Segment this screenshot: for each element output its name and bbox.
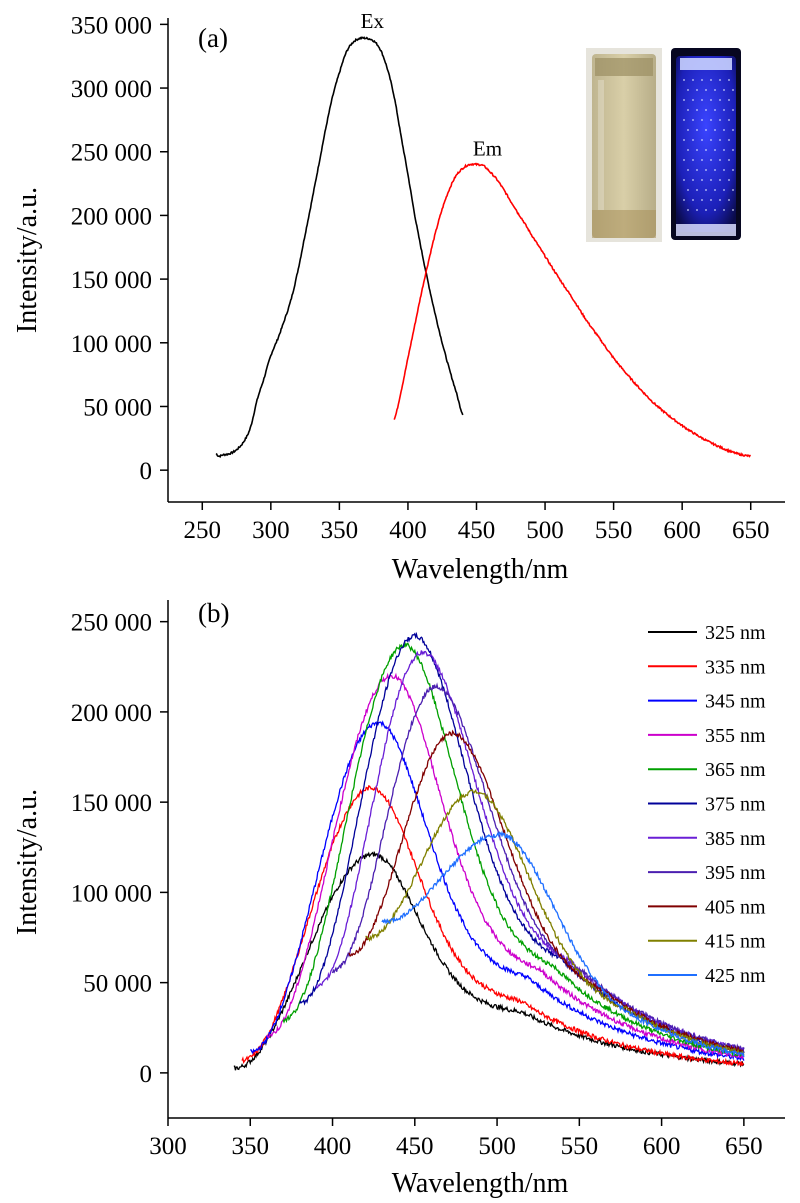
legend-label: 405 nm (705, 896, 766, 918)
panel-a-x-axis-title: Wavelength/nm (392, 554, 569, 585)
legend-label: 345 nm (705, 691, 766, 713)
legend-label: 355 nm (705, 725, 766, 747)
series-line-345-nm (250, 720, 745, 1062)
panel-b-label: (b) (198, 598, 229, 628)
series-line-375-nm (299, 631, 745, 1054)
a-x-tick-label: 400 (389, 517, 427, 544)
legend-label: 325 nm (705, 622, 766, 644)
a-x-tick-label: 250 (184, 517, 222, 544)
a-x-tick-label: 650 (732, 517, 770, 544)
a-y-tick-label: 250 000 (71, 140, 152, 167)
a-y-tick-label: 200 000 (71, 203, 152, 230)
panel-b: 300 350 400 450 500 550 600 650 0 50 000 100 000 1… (12, 598, 785, 1199)
panel-b-x-ticks: 300 350 400 450 500 550 600 650 (149, 1118, 763, 1160)
uv-cuvette-photo (668, 46, 744, 242)
b-y-tick-label: 200 000 (71, 700, 152, 727)
series-line-425-nm (381, 830, 745, 1058)
b-x-tick-label: 400 (314, 1133, 352, 1160)
a-x-tick-label: 500 (526, 517, 564, 544)
panel-a-x-ticks: 250 300 350 400 450 500 550 600 650 (184, 502, 770, 544)
b-y-tick-label: 250 000 (71, 610, 152, 637)
b-y-tick-label: 100 000 (71, 880, 152, 907)
annotation-ex: Ex (361, 9, 385, 33)
a-y-tick-label: 100 000 (71, 331, 152, 358)
b-x-tick-label: 550 (561, 1133, 599, 1160)
series-line-355-nm (266, 672, 745, 1060)
panel-b-y-axis-title: Intensity/a.u. (12, 789, 43, 935)
legend-label: 335 nm (705, 656, 766, 678)
series-line-335-nm (241, 785, 744, 1067)
panel-b-y-ticks: 0 50 000 100 000 150 000 200 000 250 000 (71, 610, 168, 1088)
panel-a-y-axis-title: Intensity/a.u. (12, 187, 43, 333)
series-line-ex (215, 36, 464, 459)
legend-label: 415 nm (705, 931, 766, 953)
series-line-395-nm (331, 682, 745, 1053)
panel-b-series (233, 631, 745, 1071)
daylight-cuvette-photo (586, 48, 662, 242)
b-x-tick-label: 500 (478, 1133, 516, 1160)
a-y-tick-label: 50 000 (83, 394, 152, 421)
series-line-325-nm (233, 850, 745, 1071)
b-y-tick-label: 50 000 (83, 971, 152, 998)
a-y-tick-label: 300 000 (71, 76, 152, 103)
a-y-tick-label: 0 (140, 458, 153, 485)
b-x-tick-label: 650 (725, 1133, 763, 1160)
panel-a-series (215, 36, 751, 459)
panel-b-x-axis-title: Wavelength/nm (392, 1168, 569, 1199)
b-x-tick-label: 300 (149, 1133, 187, 1160)
panel-a-y-ticks: 0 50 000 100 000 150 000 200 000 250 000 300 0… (71, 12, 168, 485)
b-y-tick-label: 150 000 (71, 790, 152, 817)
legend-label: 375 nm (705, 794, 766, 816)
b-y-tick-label: 0 (140, 1061, 153, 1088)
series-line-365-nm (282, 642, 745, 1058)
a-x-tick-label: 450 (458, 517, 496, 544)
b-x-tick-label: 600 (643, 1133, 681, 1160)
b-x-tick-label: 350 (232, 1133, 270, 1160)
annotation-em: Em (473, 137, 502, 161)
panel-a-annotations: Ex Em (361, 9, 502, 160)
legend-label: 385 nm (705, 828, 766, 850)
b-x-tick-label: 450 (396, 1133, 434, 1160)
cuvette-photos-inset (586, 46, 744, 242)
a-y-tick-label: 150 000 (71, 267, 152, 294)
series-line-em (393, 162, 751, 458)
a-x-tick-label: 550 (595, 517, 633, 544)
legend-label: 365 nm (705, 759, 766, 781)
legend-label: 395 nm (705, 862, 766, 884)
panel-a-label: (a) (198, 23, 228, 53)
a-x-tick-label: 350 (321, 517, 359, 544)
legend-label: 425 nm (705, 965, 766, 987)
panel-b-legend: 325 nm 335 nm 345 nm 355 nm 365 nm 375 nm 385 … (648, 622, 766, 987)
a-x-tick-label: 600 (663, 517, 701, 544)
series-line-415-nm (365, 789, 745, 1056)
panel-a: 250 300 350 400 450 500 550 600 650 0 50 000 100 0… (12, 9, 785, 585)
a-x-tick-label: 300 (252, 517, 290, 544)
a-y-tick-label: 350 000 (71, 12, 152, 39)
